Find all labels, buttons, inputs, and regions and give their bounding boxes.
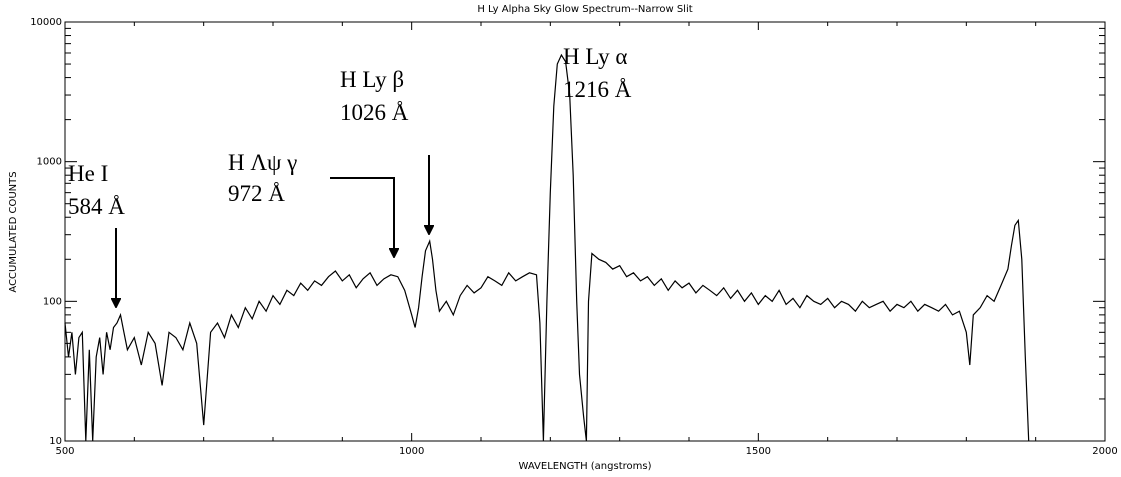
y-tick-label: 1000 — [37, 157, 62, 168]
x-tick-label: 1500 — [746, 446, 771, 457]
annotation: He I — [68, 161, 108, 186]
y-tick-label: 10 — [49, 436, 62, 447]
arrow — [330, 177, 394, 257]
annotation: H Ly β — [340, 67, 404, 92]
annotation: 1216 Å — [563, 77, 632, 102]
x-tick-label: 500 — [55, 446, 74, 457]
y-tick-label: 100 — [43, 296, 62, 307]
spectrum-line — [64, 53, 1030, 442]
x-tick-label: 1000 — [399, 446, 424, 457]
x-tick-label: 2000 — [1092, 446, 1117, 457]
annotation: H Λψ γ — [228, 150, 297, 175]
y-axis-label: ACCUMULATED COUNTS — [8, 171, 19, 292]
plot-frame — [64, 21, 1106, 442]
annotation: 1026 Å — [340, 100, 409, 125]
annotation: 584 Å — [68, 194, 125, 219]
annotation: H Ly α — [563, 44, 627, 69]
y-tick-label: 10000 — [30, 17, 62, 28]
x-axis-label: WAVELENGTH (angstroms) — [519, 461, 652, 472]
chart-title: H Ly Alpha Sky Glow Spectrum--Narrow Sli… — [477, 4, 692, 15]
annotation: 972 Å — [228, 181, 285, 206]
